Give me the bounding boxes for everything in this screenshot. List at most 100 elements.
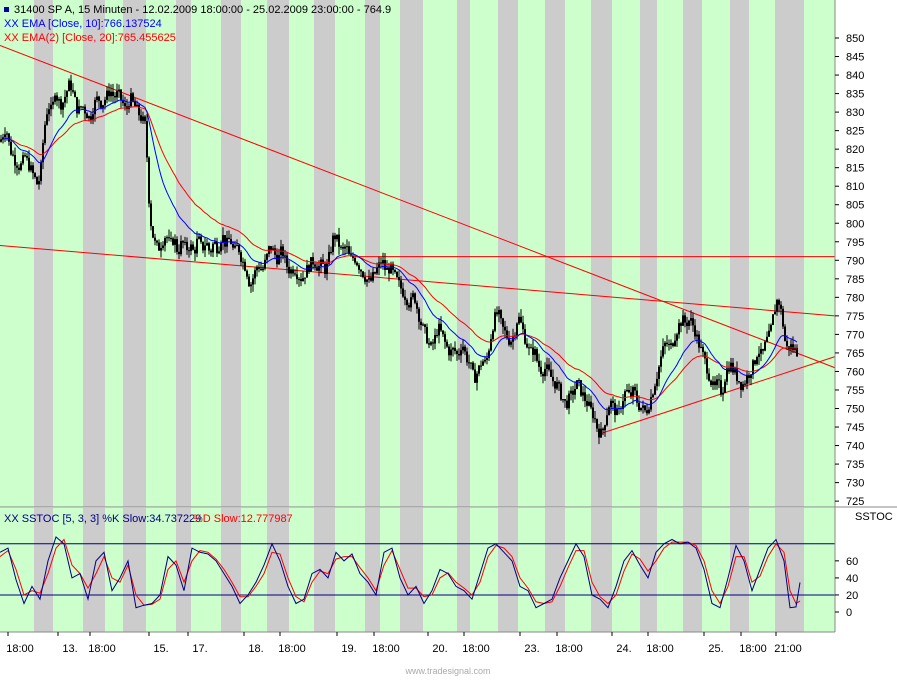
price-tick-label: 750 [846,404,864,416]
price-tick-label: 755 [846,385,864,397]
price-bar-body [766,336,768,342]
price-bar-body [752,360,754,375]
price-bar-body [154,237,156,241]
price-tick-label: 795 [846,237,864,249]
price-tick-label: 825 [846,126,864,138]
price-tick-label: 815 [846,163,864,175]
price-bar-body [790,344,792,350]
stoch-level-lines [0,543,835,596]
price-bar-body [746,375,748,384]
price-bar-body [472,362,474,370]
price-bar-body [300,279,302,281]
price-bar-body [560,383,562,400]
price-tick-label: 810 [846,181,864,193]
price-bar-body [784,326,786,342]
price-bar-body [102,105,104,108]
session-band [804,0,835,507]
price-bar-body [664,342,666,347]
price-bar-body [210,250,212,253]
session-band [775,508,804,632]
time-tick-label: 18:00 [88,643,116,655]
price-bar-body [66,91,68,97]
price-bar-body [556,382,558,389]
price-bar-body [632,386,634,397]
price-bar-body [570,390,572,394]
price-bar-body [206,243,208,246]
price-bar-body [174,239,176,245]
price-bar-body [678,323,680,335]
price-bar-body [398,277,400,281]
price-bar-body [8,133,10,142]
price-bar-body [658,366,660,379]
price-bar-body [564,399,566,401]
price-bar-body [218,251,220,254]
price-bar-body [502,318,504,327]
price-bar-body [372,272,374,281]
price-bar-body [60,99,62,110]
price-axis: 725 730 735 740 745 750 755 760 765 770 775 780 785 7… [835,33,864,508]
price-bar-body [318,266,320,271]
price-bar-body [382,260,384,264]
price-bar-body [480,365,482,367]
price-bar-body [714,381,716,386]
price-bar-body [270,246,272,250]
price-bar-body [98,96,100,101]
price-tick-label: 805 [846,200,864,212]
price-bar-body [120,89,122,100]
price-bar-body [470,362,472,364]
price-bar-body [686,322,688,327]
price-bar-body [38,181,40,185]
price-bar-body [408,305,410,308]
price-bar-body [498,310,500,315]
session-band [365,508,380,632]
price-bar-body [596,419,598,429]
price-bar-body [670,343,672,345]
stoch-d-line [0,538,801,606]
session-band [565,0,591,507]
price-bar-body [436,334,438,336]
price-bar-body [774,311,776,315]
price-bar-body [266,253,268,260]
price-tick-label: 730 [846,478,864,490]
price-bar-body [196,238,198,254]
price-bar-body [202,241,204,251]
price-bar-body [692,318,694,326]
price-bar-body [370,277,372,281]
price-bar-body [302,278,304,281]
price-bar-body [562,399,564,401]
price-bar-body [544,368,546,377]
price-bar-body [738,381,740,383]
price-bar-body [160,248,162,251]
price-bar-body [500,310,502,319]
time-tick-label: 23. [524,643,539,655]
price-bar-body [410,297,412,308]
price-bar-body [236,245,238,247]
price-bar-body [246,270,248,277]
session-band [241,0,267,507]
time-tick-label: 18:00 [6,643,34,655]
price-bar-body [322,259,324,264]
price-bar-body [240,252,242,262]
price-bar-body [656,378,658,387]
stoch-axis: 0 20 40 60 [835,556,858,619]
price-tick-label: 820 [846,144,864,156]
time-tick-label: 25. [708,643,723,655]
price-bar-body [420,321,422,325]
session-band [498,0,518,507]
price-bar-body [484,359,486,362]
price-bar-body [194,249,196,254]
price-bar-body [356,262,358,266]
price-bar-body [724,381,726,393]
price-bar-body [642,405,644,408]
price-bar-body [274,248,276,255]
ema20-legend: XX EMA(2) [Close, 20]:765.455625 [4,32,176,44]
price-bar-body [344,246,346,249]
price-bar-body [622,401,624,410]
price-bar-body [262,268,264,271]
price-bar-body [380,262,382,264]
price-bar-body [624,391,626,402]
price-bar-body [572,390,574,395]
session-band [380,508,400,632]
price-bar-body [538,360,540,367]
